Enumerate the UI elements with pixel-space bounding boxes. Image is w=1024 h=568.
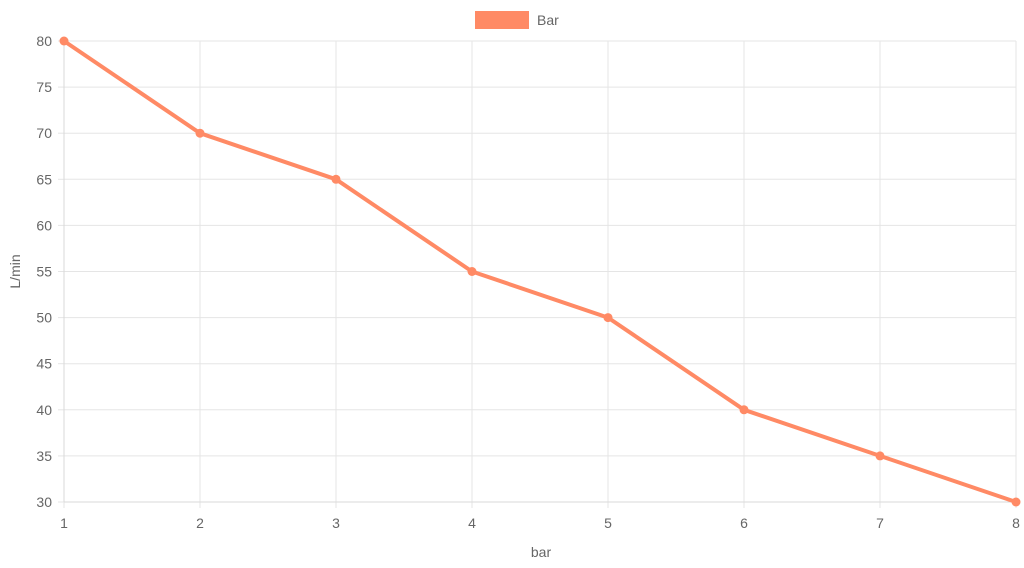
data-point[interactable]: [195, 128, 205, 138]
legend-swatch[interactable]: [475, 11, 529, 29]
y-tick-label: 80: [36, 33, 52, 49]
y-tick-label: 35: [36, 448, 52, 464]
y-tick-label: 40: [36, 402, 52, 418]
grid: [58, 40, 1017, 508]
y-axis-title: L/min: [7, 254, 23, 288]
x-tick-label: 6: [740, 515, 748, 531]
data-point[interactable]: [331, 174, 341, 184]
legend-label[interactable]: Bar: [537, 12, 559, 28]
data-point[interactable]: [1011, 497, 1021, 507]
y-tick-label: 45: [36, 356, 52, 372]
y-tick-label: 55: [36, 264, 52, 280]
data-point[interactable]: [875, 451, 885, 461]
y-tick-label: 75: [36, 79, 52, 95]
y-tick-label: 70: [36, 125, 52, 141]
data-point[interactable]: [739, 405, 749, 415]
y-tick-label: 65: [36, 171, 52, 187]
data-point[interactable]: [59, 36, 69, 46]
x-tick-label: 1: [60, 515, 68, 531]
x-tick-label: 3: [332, 515, 340, 531]
axes: [63, 41, 1016, 503]
x-tick-label: 8: [1012, 515, 1020, 531]
axis-titles: bar L/min: [7, 254, 551, 560]
data-point[interactable]: [603, 313, 613, 323]
x-axis-title: bar: [531, 544, 552, 560]
x-tick-label: 2: [196, 515, 204, 531]
y-tick-label: 50: [36, 310, 52, 326]
data-point[interactable]: [467, 267, 477, 276]
x-tick-label: 7: [876, 515, 884, 531]
series-line: [62, 39, 1018, 504]
series-layer: [59, 36, 1021, 507]
legend[interactable]: Bar: [475, 11, 559, 29]
x-tick-label: 4: [468, 515, 476, 531]
y-tick-label: 30: [36, 494, 52, 510]
x-tick-label: 5: [604, 515, 612, 531]
y-tick-label: 60: [36, 217, 52, 233]
